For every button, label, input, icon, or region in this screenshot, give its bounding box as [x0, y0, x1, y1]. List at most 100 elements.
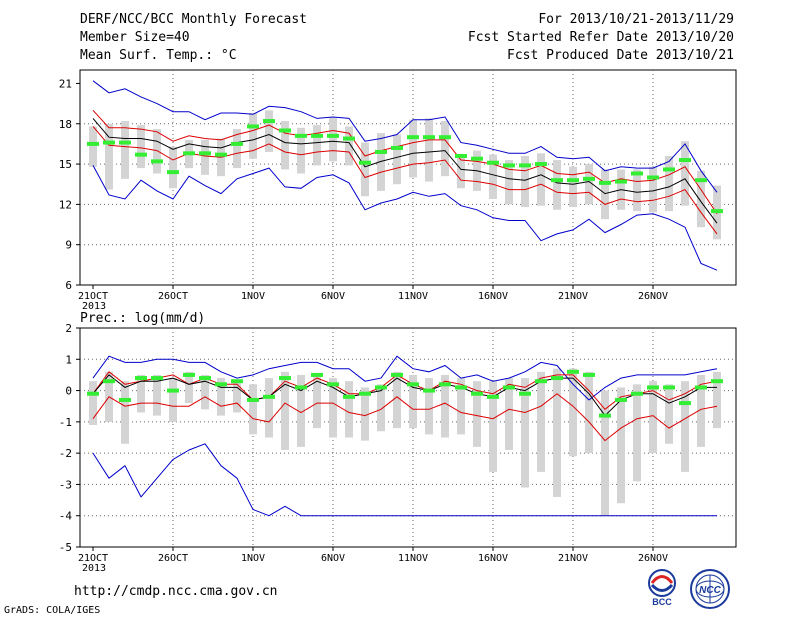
temp-box [649, 166, 657, 213]
precip-max-line [92, 355, 718, 401]
precip-ytick-label: -2 [59, 447, 72, 460]
temp-box [329, 117, 337, 162]
precip-lower-line [92, 393, 718, 442]
precip-median-mark [343, 394, 355, 399]
ncc-logo-text: NCC [699, 585, 721, 596]
temp-box [249, 113, 257, 159]
precip-median-mark [711, 379, 723, 384]
temp-median-mark [583, 176, 595, 181]
precip-median-mark [647, 385, 659, 390]
precip-ytick-label: -1 [59, 416, 72, 429]
temp-median-mark [439, 135, 451, 140]
temp-box [553, 160, 561, 210]
precip-box [89, 381, 97, 425]
precip-box [409, 374, 417, 429]
precip-median-mark [583, 372, 595, 377]
temp-median-mark [119, 140, 131, 145]
refer-date: Fcst Started Refer Date 2013/10/20 [467, 30, 734, 45]
temp-box [281, 121, 289, 170]
precip-median-mark [119, 397, 131, 402]
source-url[interactable]: http://cmdp.ncc.cma.gov.cn [74, 584, 278, 599]
precip-box [537, 371, 545, 472]
temp-median-mark [279, 128, 291, 133]
temp-ytick-label: 18 [59, 118, 72, 131]
temp-box [521, 156, 529, 208]
precip-median-mark [215, 382, 227, 387]
precip-box [377, 384, 385, 432]
precip-box [153, 374, 161, 416]
precip-min-line [92, 443, 717, 517]
precip-median-mark [631, 391, 643, 396]
temp-box [377, 133, 385, 191]
temp-box [441, 121, 449, 177]
precip-median-mark [391, 372, 403, 377]
temp-median-mark [327, 133, 339, 138]
temp-lower-line [92, 126, 718, 235]
temp-ytick-label: 6 [65, 279, 72, 292]
temp-box [457, 154, 465, 189]
temp-box [121, 121, 129, 179]
temp-box [681, 141, 689, 206]
precip-ytick-label: -5 [59, 541, 72, 554]
temp-median-mark [663, 167, 675, 172]
precip-box [345, 381, 353, 438]
precip-box [329, 378, 337, 438]
precip-median-mark [167, 388, 179, 393]
temp-median-mark [183, 151, 195, 156]
precip-box [281, 371, 289, 451]
precip-xtick-label: 21OCT [78, 553, 108, 564]
precip-xtick-label: 11NOV [398, 553, 428, 564]
precip-median-mark [151, 376, 163, 381]
precip-median-mark [87, 391, 99, 396]
precip-median-mark [519, 391, 531, 396]
temp-box [233, 129, 241, 169]
precip-median-mark [551, 376, 563, 381]
temp-median-mark [87, 141, 99, 146]
bcc-logo-text: BCC [652, 597, 672, 607]
precip-median-mark [295, 385, 307, 390]
precip-median-mark [535, 379, 547, 384]
temp-median-mark [407, 135, 419, 140]
bcc-logo: BCC [648, 569, 676, 607]
precip-box [249, 384, 257, 435]
precip-median-mark [695, 385, 707, 390]
temp-box [169, 146, 177, 189]
precip-ytick-label: 1 [65, 353, 72, 366]
temp-median-mark [519, 163, 531, 168]
temp-box [89, 126, 97, 167]
precip-box [697, 374, 705, 447]
temp-box [137, 125, 145, 169]
precip-median-mark [423, 388, 435, 393]
precip-median-mark [599, 413, 611, 418]
temp-median-mark [551, 178, 563, 183]
precip-median-mark [455, 385, 467, 390]
precip-median-mark [663, 385, 675, 390]
precip-median-mark [615, 397, 627, 402]
temp-median-mark [599, 180, 611, 185]
temp-median-mark [631, 171, 643, 176]
precip-median-mark [199, 376, 211, 381]
temp-ytick-label: 12 [59, 198, 72, 211]
precip-box [505, 378, 513, 451]
temp-box [297, 127, 305, 174]
temp-median-mark [391, 145, 403, 150]
temp-median-mark [247, 124, 259, 129]
precip-box [649, 381, 657, 454]
precip-ytick-label: -4 [59, 510, 73, 523]
temp-median-mark [103, 140, 115, 145]
temp-box [665, 156, 673, 212]
temp-box [505, 160, 513, 205]
temp-median-mark [295, 133, 307, 138]
precip-median-mark [279, 376, 291, 381]
grads-credit: GrADS: COLA/IGES [4, 605, 101, 616]
temp-ytick-label: 15 [59, 158, 72, 171]
precip-median-mark [359, 391, 371, 396]
precip-box [665, 384, 673, 444]
precip-box [633, 384, 641, 482]
precip-box [553, 368, 561, 497]
temp-median-mark [359, 160, 371, 165]
precip-box [169, 378, 177, 422]
precip-box [489, 381, 497, 472]
precip-box [521, 378, 529, 488]
temp-box [153, 129, 161, 174]
